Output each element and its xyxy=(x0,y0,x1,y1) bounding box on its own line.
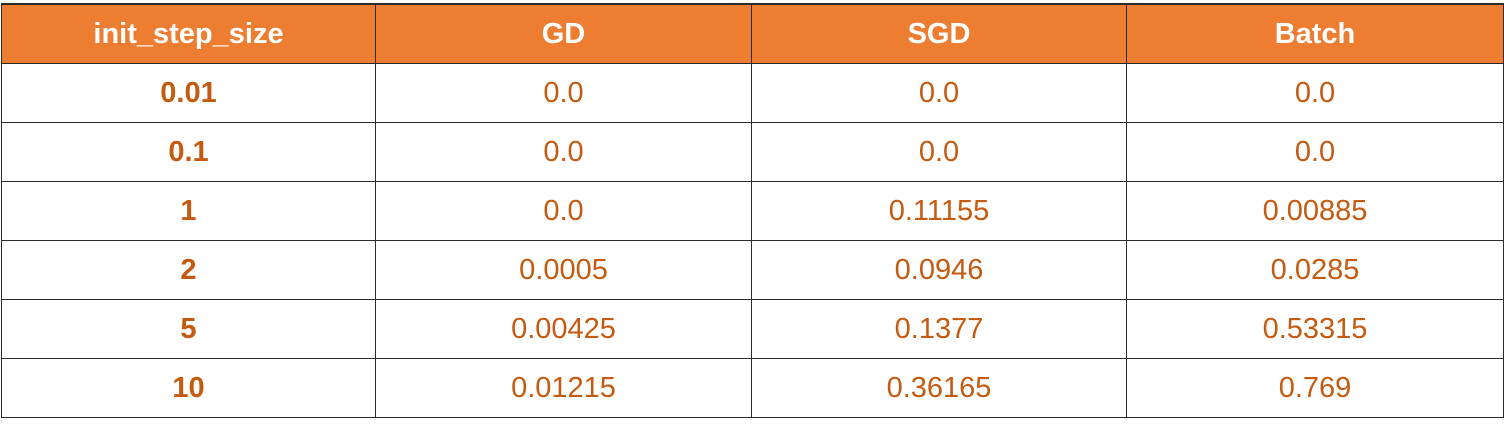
row-label-step-size: 0.1 xyxy=(1,122,376,182)
row-label-step-size: 10 xyxy=(1,358,376,418)
cell-sgd: 0.0 xyxy=(751,122,1127,182)
table-row: 2 0.0005 0.0946 0.0285 xyxy=(1,240,1504,300)
results-table-container: init_step_size GD SGD Batch 0.01 0.0 0.0… xyxy=(0,3,1504,418)
cell-gd: 0.0 xyxy=(375,181,752,241)
table-row: 5 0.00425 0.1377 0.53315 xyxy=(1,299,1504,359)
row-label-step-size: 5 xyxy=(1,299,376,359)
column-header-gd: GD xyxy=(375,3,752,64)
cell-batch: 0.0 xyxy=(1126,63,1504,123)
cell-batch: 0.0285 xyxy=(1126,240,1504,300)
cell-batch: 0.00885 xyxy=(1126,181,1504,241)
cell-gd: 0.0005 xyxy=(375,240,752,300)
header-row: init_step_size GD SGD Batch xyxy=(1,3,1504,64)
cell-sgd: 0.36165 xyxy=(751,358,1127,418)
column-header-sgd: SGD xyxy=(751,3,1127,64)
cell-batch: 0.53315 xyxy=(1126,299,1504,359)
column-header-batch: Batch xyxy=(1126,3,1504,64)
cell-batch: 0.0 xyxy=(1126,122,1504,182)
cell-gd: 0.0 xyxy=(375,122,752,182)
table-header: init_step_size GD SGD Batch xyxy=(1,3,1504,64)
row-label-step-size: 0.01 xyxy=(1,63,376,123)
row-label-step-size: 1 xyxy=(1,181,376,241)
cell-sgd: 0.1377 xyxy=(751,299,1127,359)
table-row: 1 0.0 0.11155 0.00885 xyxy=(1,181,1504,241)
cell-sgd: 0.11155 xyxy=(751,181,1127,241)
table-row: 0.1 0.0 0.0 0.0 xyxy=(1,122,1504,182)
row-label-step-size: 2 xyxy=(1,240,376,300)
cell-batch: 0.769 xyxy=(1126,358,1504,418)
cell-sgd: 0.0946 xyxy=(751,240,1127,300)
cell-sgd: 0.0 xyxy=(751,63,1127,123)
results-table: init_step_size GD SGD Batch 0.01 0.0 0.0… xyxy=(1,3,1504,418)
table-row: 0.01 0.0 0.0 0.0 xyxy=(1,63,1504,123)
cell-gd: 0.01215 xyxy=(375,358,752,418)
column-header-init-step-size: init_step_size xyxy=(1,3,376,64)
table-row: 10 0.01215 0.36165 0.769 xyxy=(1,358,1504,418)
table-body: 0.01 0.0 0.0 0.0 0.1 0.0 0.0 0.0 1 0.0 0… xyxy=(1,63,1504,418)
cell-gd: 0.0 xyxy=(375,63,752,123)
cell-gd: 0.00425 xyxy=(375,299,752,359)
